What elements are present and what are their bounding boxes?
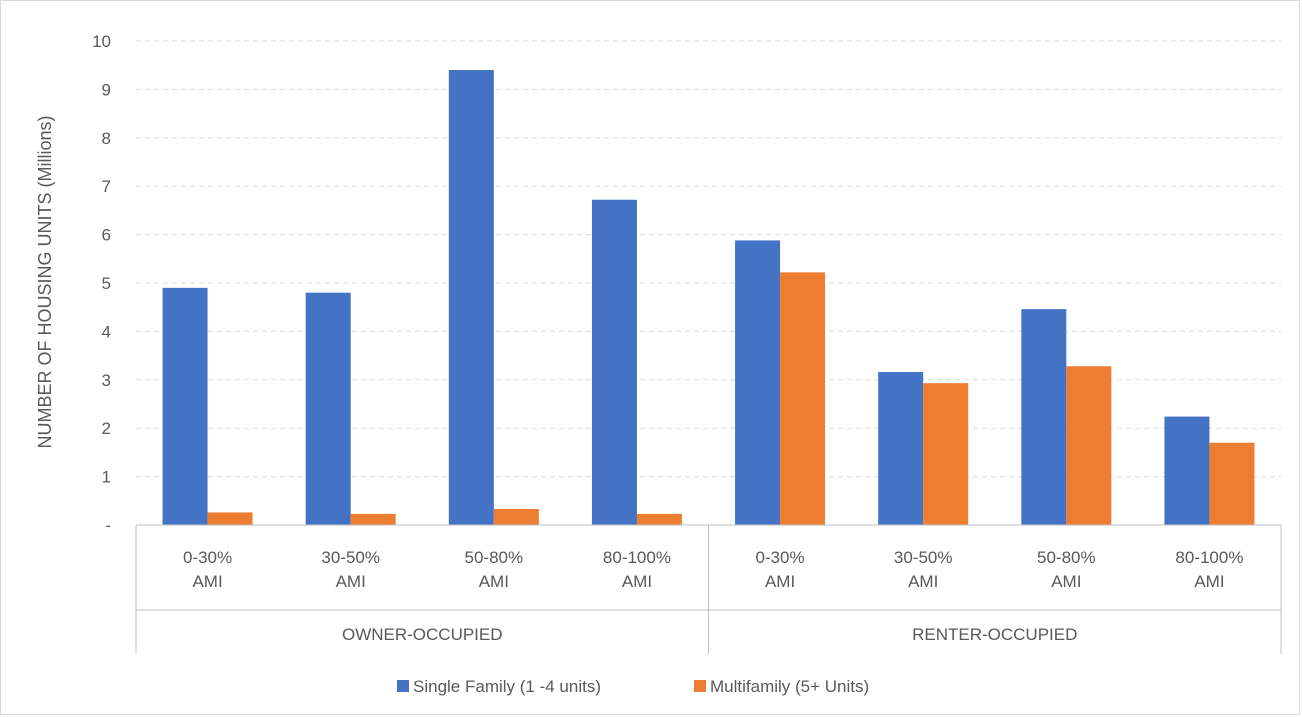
y-tick-label: 2 xyxy=(102,419,111,438)
x-category-labels: 0-30% AMI 30-50% AMI 50-80% AMI 80-100% AMI OWNE… xyxy=(183,548,1243,644)
axes xyxy=(135,524,1282,654)
bar xyxy=(735,240,781,525)
y-tick-label: - xyxy=(105,516,111,535)
bar xyxy=(636,513,682,525)
bar xyxy=(591,199,637,525)
bar xyxy=(1209,442,1255,525)
x-category-label: 30-50% AMI xyxy=(321,548,380,591)
bar xyxy=(1021,309,1067,525)
x-category-label: 0-30% AMI xyxy=(755,548,804,591)
bar xyxy=(350,513,396,525)
legend-label: Multifamily (5+ Units) xyxy=(710,677,869,696)
legend-swatch xyxy=(694,680,706,692)
x-category-label: 80-100% AMI xyxy=(603,548,671,591)
bar xyxy=(923,383,969,525)
x-category-label: 80-100% AMI xyxy=(1175,548,1243,591)
bar xyxy=(780,272,826,525)
y-tick-labels: - 1 2 3 4 5 6 7 8 9 10 xyxy=(92,32,111,535)
bars xyxy=(162,70,1255,525)
y-tick-label: 9 xyxy=(102,80,111,99)
bar xyxy=(162,287,208,525)
x-category-label: 50-80% AMI xyxy=(1037,548,1096,591)
x-category-label: 30-50% AMI xyxy=(894,548,953,591)
x-category-label: 50-80% AMI xyxy=(465,548,524,591)
bar xyxy=(1164,416,1210,525)
bar xyxy=(207,512,253,525)
y-tick-label: 3 xyxy=(102,371,111,390)
x-category-label: 0-30% AMI xyxy=(183,548,232,591)
x-group-label: OWNER-OCCUPIED xyxy=(342,625,503,644)
y-tick-label: 6 xyxy=(102,226,111,245)
bar xyxy=(1066,366,1112,525)
bar xyxy=(878,372,924,525)
legend: Single Family (1 -4 units) Multifamily (5… xyxy=(397,677,869,696)
y-axis-label: NUMBER OF HOUSING UNITS (Millions) xyxy=(35,115,55,448)
y-tick-label: 7 xyxy=(102,177,111,196)
bar xyxy=(448,70,494,525)
x-group-label: RENTER-OCCUPIED xyxy=(912,625,1077,644)
bar xyxy=(493,509,539,525)
bar xyxy=(305,292,351,525)
legend-label: Single Family (1 -4 units) xyxy=(413,677,601,696)
y-tick-label: 1 xyxy=(102,468,111,487)
y-tick-label: 10 xyxy=(92,32,111,51)
y-tick-label: 5 xyxy=(102,274,111,293)
legend-swatch xyxy=(397,680,409,692)
y-tick-label: 4 xyxy=(102,322,111,341)
y-tick-label: 8 xyxy=(102,129,111,148)
